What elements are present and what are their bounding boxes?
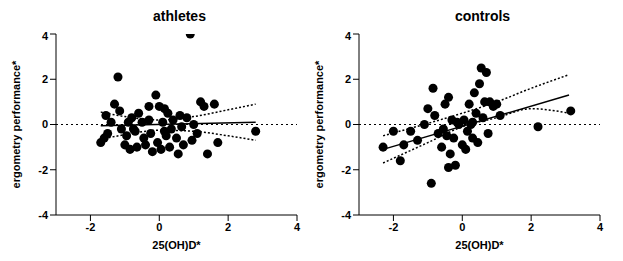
svg-text:0: 0 bbox=[345, 118, 351, 130]
html-text:athletes: athletes bbox=[153, 8, 206, 24]
svg-text:ergometry performance*: ergometry performance* bbox=[10, 60, 22, 188]
svg-text:-2: -2 bbox=[341, 164, 351, 176]
svg-text:25(OH)D*: 25(OH)D* bbox=[455, 239, 504, 251]
svg-text:4: 4 bbox=[294, 221, 301, 233]
svg-text:-2: -2 bbox=[389, 221, 399, 233]
svg-text:2: 2 bbox=[42, 73, 48, 85]
svg-text:4: 4 bbox=[597, 221, 604, 233]
svg-text:2: 2 bbox=[345, 73, 351, 85]
svg-text:25(OH)D*: 25(OH)D* bbox=[152, 239, 201, 251]
svg-text:-2: -2 bbox=[86, 221, 96, 233]
svg-text:0: 0 bbox=[156, 221, 162, 233]
svg-text:2: 2 bbox=[225, 221, 231, 233]
svg-text:4: 4 bbox=[42, 30, 49, 42]
svg-text:2: 2 bbox=[528, 221, 534, 233]
svg-text:-4: -4 bbox=[341, 209, 352, 221]
svg-text:-2: -2 bbox=[38, 164, 48, 176]
svg-text:ergometry performance*: ergometry performance* bbox=[313, 60, 325, 188]
svg-text:-4: -4 bbox=[38, 209, 49, 221]
html-text:controls: controls bbox=[454, 8, 511, 24]
svg-text:4: 4 bbox=[345, 30, 352, 42]
svg-text:0: 0 bbox=[42, 118, 48, 130]
svg-text:0: 0 bbox=[459, 221, 465, 233]
